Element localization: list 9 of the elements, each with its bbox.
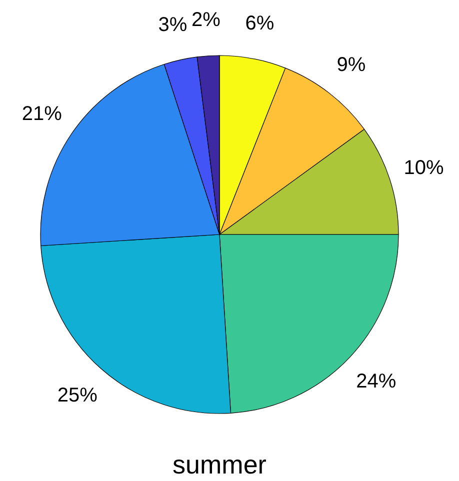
data-label: 6% bbox=[245, 12, 274, 35]
data-label: 9% bbox=[336, 54, 366, 76]
data-label: 2% bbox=[192, 9, 221, 32]
data-label: 10% bbox=[404, 157, 444, 180]
data-label: 21% bbox=[22, 102, 62, 125]
data-label: 25% bbox=[57, 384, 98, 407]
text: summer bbox=[172, 450, 267, 480]
data-label: 24% bbox=[356, 370, 396, 393]
data-label: 3% bbox=[158, 14, 188, 36]
